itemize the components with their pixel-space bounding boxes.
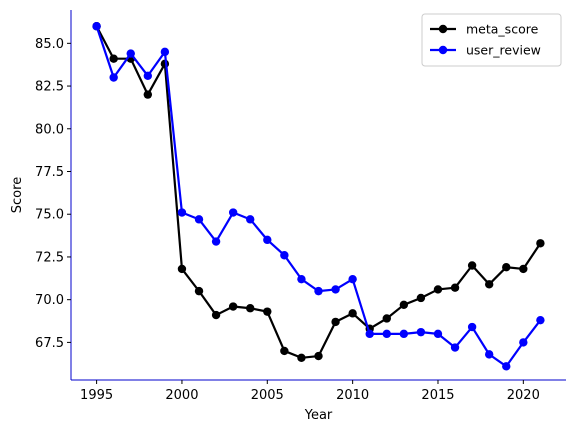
data-point	[365, 329, 374, 339]
x-tick-label: 2015	[421, 388, 454, 403]
data-point	[536, 239, 545, 248]
data-point	[228, 208, 238, 217]
x-axis-ticks: 1995 2000 2005 2010 2015 2020	[80, 380, 540, 403]
series-line	[95, 25, 542, 359]
y-axis-title: Score	[10, 177, 25, 213]
legend-marker	[438, 24, 448, 34]
data-point	[143, 71, 153, 80]
data-point	[348, 309, 357, 318]
data-point	[484, 350, 494, 359]
x-tick-label: 1995	[80, 388, 113, 403]
data-point	[177, 264, 187, 274]
data-point	[416, 327, 426, 337]
data-point	[246, 215, 255, 224]
data-point	[194, 286, 204, 296]
data-point	[297, 274, 306, 284]
legend-label: user_review	[466, 43, 541, 58]
series-line	[95, 25, 542, 368]
y-tick-label: 85.0	[35, 37, 64, 52]
data-point	[502, 263, 511, 272]
data-point	[143, 90, 153, 99]
x-tick-label: 2020	[507, 388, 540, 403]
y-axis-ticks: 67.5 70.0 72.5 75.0 77.5 80.0 82.5 85.0	[35, 37, 71, 351]
data-point	[194, 215, 204, 224]
data-point	[314, 286, 323, 296]
data-point	[126, 49, 135, 58]
data-point	[450, 343, 460, 352]
data-point	[177, 208, 187, 217]
data-point	[433, 329, 443, 339]
x-tick-label: 2000	[165, 388, 198, 403]
data-point	[416, 293, 426, 303]
legend-frame	[421, 13, 562, 67]
x-tick-label: 2010	[336, 388, 369, 403]
data-point	[399, 300, 409, 310]
data-point	[246, 304, 255, 313]
data-point	[211, 310, 221, 320]
y-tick-label: 80.0	[35, 122, 64, 137]
y-tick-label: 82.5	[35, 80, 64, 95]
axes: 1995 2000 2005 2010 2015 2020 67.5 70.0 72.5 75.…	[10, 10, 566, 423]
data-point	[263, 235, 272, 245]
legend-label: meta_score	[466, 22, 539, 37]
data-point	[160, 47, 170, 57]
data-point	[348, 274, 357, 284]
data-point	[536, 315, 545, 325]
legend: meta_score user_review	[421, 13, 562, 67]
x-axis-title: Year	[304, 408, 333, 423]
data-point	[297, 353, 306, 362]
data-point	[382, 329, 391, 339]
y-tick-label: 67.5	[35, 336, 64, 351]
data-point	[331, 317, 340, 327]
legend-item: meta_score	[430, 22, 539, 37]
data-point	[519, 338, 528, 347]
data-point	[280, 346, 289, 356]
data-point	[314, 351, 323, 361]
data-point	[399, 329, 409, 339]
plot-marks	[92, 22, 545, 371]
data-point	[109, 54, 118, 63]
data-point	[280, 251, 289, 260]
data-point	[331, 285, 340, 294]
y-tick-label: 70.0	[35, 293, 64, 308]
series-meta_score	[92, 22, 545, 362]
data-point	[109, 73, 118, 82]
data-point	[263, 307, 272, 316]
y-tick-label: 72.5	[35, 250, 64, 265]
x-tick-label: 2005	[251, 388, 284, 403]
data-point	[450, 283, 460, 292]
data-point	[211, 237, 221, 246]
data-point	[382, 314, 391, 323]
data-point	[467, 322, 477, 332]
series-user_review	[92, 22, 545, 371]
data-point	[502, 362, 511, 371]
data-point	[484, 280, 494, 289]
data-point	[519, 264, 528, 274]
data-point	[92, 22, 101, 31]
legend-marker	[438, 45, 448, 55]
data-point	[467, 261, 477, 270]
y-tick-label: 75.0	[35, 208, 64, 223]
data-point	[433, 285, 443, 294]
legend-item: user_review	[430, 43, 541, 58]
y-tick-label: 77.5	[35, 165, 64, 180]
data-point	[228, 302, 238, 311]
